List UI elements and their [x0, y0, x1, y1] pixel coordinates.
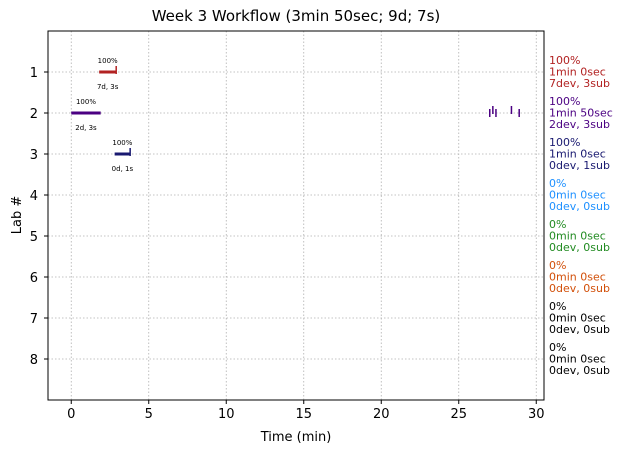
lab-6-side-label-line: 0min 0sec: [549, 271, 606, 284]
lab-2-percent-label: 100%: [76, 98, 96, 106]
lab-8-side-label-line: 0dev, 0sub: [549, 364, 610, 377]
lab-3-detail-label: 0d, 1s: [112, 165, 134, 173]
lab-1-side-label-line: 100%: [549, 54, 580, 67]
lab-4-side-label-line: 0min 0sec: [549, 189, 606, 202]
lab-2-side-label-line: 100%: [549, 95, 580, 108]
y-axis-label: Lab #: [10, 196, 25, 235]
lab-3-percent-label: 100%: [112, 139, 132, 147]
y-tick-label: 7: [30, 312, 38, 327]
lab-3-side-label-line: 1min 0sec: [549, 148, 606, 161]
y-tick-label: 4: [30, 189, 38, 204]
y-tick-label: 1: [30, 66, 38, 81]
lab-5-side-label-line: 0dev, 0sub: [549, 241, 610, 254]
lab-8-side-label-line: 0%: [549, 341, 566, 354]
chart-title: Week 3 Workflow (3min 50sec; 9d; 7s): [152, 7, 441, 25]
x-axis-label: Time (min): [260, 430, 332, 445]
lab-3-side-label-line: 0dev, 1sub: [549, 159, 610, 172]
lab-5-side-label-line: 0%: [549, 218, 566, 231]
x-tick-label: 5: [145, 407, 153, 422]
lab-4-side-label-line: 0%: [549, 177, 566, 190]
y-tick-label: 5: [30, 230, 38, 245]
lab-1-detail-label: 7d, 3s: [97, 83, 119, 91]
lab-5-side-label-line: 0min 0sec: [549, 230, 606, 243]
lab-1-side-label-line: 7dev, 3sub: [549, 77, 610, 90]
lab-2-detail-label: 2d, 3s: [75, 124, 97, 132]
x-tick-label: 15: [295, 407, 312, 422]
grid-layer: [48, 31, 544, 400]
x-tick-label: 30: [528, 407, 545, 422]
x-tick-label: 25: [450, 407, 467, 422]
plot-frame: [47, 30, 545, 401]
y-tick-label: 8: [30, 353, 38, 368]
x-tick-label: 20: [373, 407, 390, 422]
tick-layer: 0 5 10 15 20 25 30 1 2 3 4 5 6 7 8: [30, 66, 545, 422]
lab-8-side-label-line: 0min 0sec: [549, 353, 606, 366]
lab-1-side-label-line: 1min 0sec: [549, 66, 606, 79]
x-tick-label: 0: [67, 407, 75, 422]
y-tick-label: 6: [30, 271, 38, 286]
lab-7-side-label-line: 0%: [549, 300, 566, 313]
y-tick-label: 3: [30, 148, 38, 163]
lab-4-side-label-line: 0dev, 0sub: [549, 200, 610, 213]
lab-3-side-label-line: 100%: [549, 136, 580, 149]
lab-1-percent-label: 100%: [98, 57, 118, 65]
lab-2-side-label-line: 2dev, 3sub: [549, 118, 610, 131]
lab-7-side-label-line: 0dev, 0sub: [549, 323, 610, 336]
lab-2-side-label-line: 1min 50sec: [549, 107, 613, 120]
lab-7-side-label-line: 0min 0sec: [549, 312, 606, 325]
y-tick-label: 2: [30, 107, 38, 122]
lab-6-side-label-line: 0dev, 0sub: [549, 282, 610, 295]
lab-6-side-label-line: 0%: [549, 259, 566, 272]
x-tick-label: 10: [218, 407, 235, 422]
